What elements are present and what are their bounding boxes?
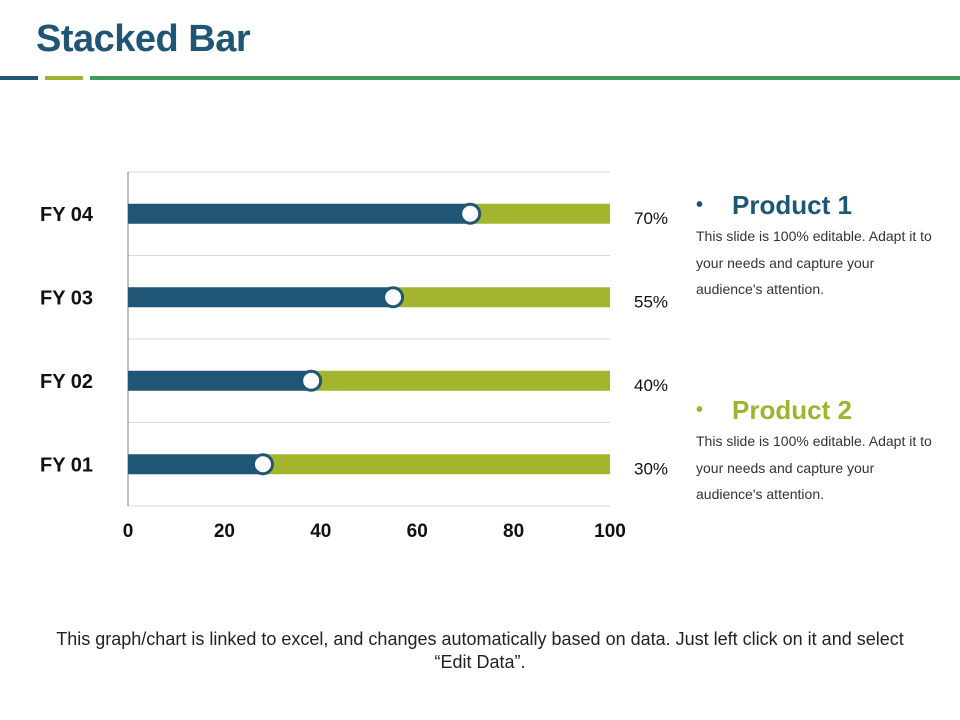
x-tick-label: 0 bbox=[123, 521, 134, 542]
x-tick-label: 80 bbox=[503, 521, 524, 542]
y-category-label: FY 04 bbox=[40, 204, 94, 226]
legend-label: Product 1 bbox=[732, 190, 852, 220]
bar-segment-product-2 bbox=[262, 454, 610, 475]
bar-segment-product-2 bbox=[311, 370, 610, 391]
y-category-label: FY 02 bbox=[40, 371, 93, 393]
page-title: Stacked Bar bbox=[36, 18, 251, 60]
bar-segment-product-1 bbox=[128, 370, 312, 391]
legend-description: This slide is 100% editable. Adapt it to… bbox=[696, 433, 932, 502]
bar-marker bbox=[300, 369, 323, 392]
data-label: 30% bbox=[634, 459, 668, 478]
legend-bullet-icon: • bbox=[696, 194, 704, 216]
x-tick-label: 100 bbox=[594, 521, 626, 542]
data-label: 70% bbox=[634, 209, 668, 228]
footer-note: This graph/chart is linked to excel, and… bbox=[56, 629, 904, 672]
legend-product-2: • Product 2 This slide is 100% editable.… bbox=[696, 395, 946, 508]
bar-marker bbox=[382, 286, 405, 309]
bar-segment-product-2 bbox=[393, 287, 610, 308]
bar-segment-product-1 bbox=[128, 203, 471, 224]
bar-segment-product-1 bbox=[128, 454, 263, 475]
bar-segment-product-2 bbox=[470, 203, 610, 224]
y-category-label: FY 01 bbox=[40, 454, 93, 476]
title-rule-olive bbox=[45, 76, 83, 80]
legend-label: Product 2 bbox=[732, 395, 852, 425]
x-tick-label: 40 bbox=[310, 521, 331, 542]
y-category-label: FY 03 bbox=[40, 287, 93, 309]
bar-marker bbox=[459, 202, 482, 225]
legend-description: This slide is 100% editable. Adapt it to… bbox=[696, 228, 932, 297]
bar-segment-product-1 bbox=[128, 287, 394, 308]
data-label: 55% bbox=[634, 292, 668, 311]
title-rule-dark bbox=[0, 76, 38, 80]
legend-product-1: • Product 1 This slide is 100% editable.… bbox=[696, 190, 946, 303]
title-rule-green bbox=[90, 76, 960, 80]
legend-bullet-icon: • bbox=[696, 399, 704, 421]
x-tick-label: 60 bbox=[407, 521, 428, 542]
bar-marker bbox=[251, 453, 274, 476]
x-tick-label: 20 bbox=[214, 521, 235, 542]
data-label: 40% bbox=[634, 376, 668, 395]
